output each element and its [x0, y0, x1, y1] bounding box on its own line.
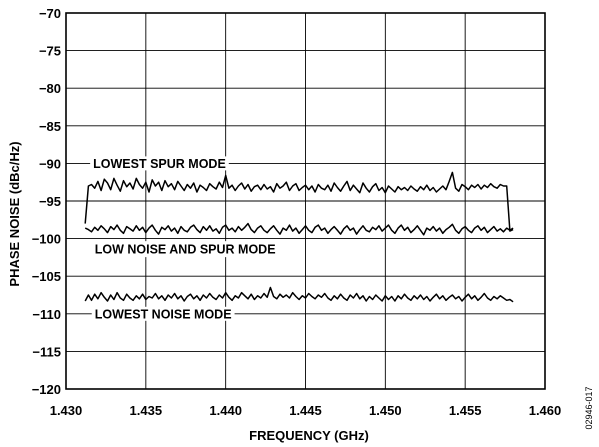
x-tick-label: 1.445: [289, 403, 322, 418]
y-tick-label: −110: [32, 307, 61, 322]
x-tick-label: 1.440: [209, 403, 242, 418]
y-tick-label: −105: [32, 269, 61, 284]
x-axis-title: FREQUENCY (GHz): [249, 428, 369, 443]
series-label-bg: [91, 241, 279, 258]
x-tick-label: 1.435: [130, 403, 163, 418]
plot-frame: [65, 12, 546, 390]
series-label-bg: [90, 156, 229, 171]
y-tick-label: −80: [39, 81, 61, 96]
series-lines: [84, 171, 514, 303]
y-tick-label: −100: [32, 232, 61, 247]
series-line-2: [84, 286, 514, 303]
series-label-2: LOWEST NOISE MODE: [95, 307, 232, 321]
y-tick-label: −85: [39, 119, 61, 134]
series-label-1: LOW NOISE AND SPUR MODE: [95, 243, 276, 257]
series-annotations: LOWEST SPUR MODE LOW NOISE AND SPUR MODE L…: [90, 156, 279, 321]
y-tick-label: −115: [32, 344, 61, 359]
series-label-bg: [91, 306, 235, 321]
x-tick-label: 1.460: [529, 403, 562, 418]
y-tick-label: −120: [32, 382, 61, 397]
y-tick-labels: −70 −75 −80 −85 −90 −95 −100 −105 −110 −115 −120: [32, 6, 61, 397]
x-tick-label: 1.430: [50, 403, 83, 418]
x-tick-label: 1.450: [369, 403, 402, 418]
y-tick-label: −90: [39, 156, 61, 171]
x-tick-label: 1.455: [449, 403, 482, 418]
y-axis-title: PHASE NOISE (dBc/Hz): [7, 141, 22, 286]
figure-id: 02946-017: [584, 386, 594, 429]
y-tick-label: −70: [39, 6, 61, 21]
y-tick-label: −95: [39, 194, 61, 209]
series-label-0: LOWEST SPUR MODE: [93, 157, 226, 171]
x-tick-labels: 1.430 1.435 1.440 1.445 1.450 1.455 1.460: [50, 403, 562, 418]
series-line-1: [84, 222, 514, 236]
y-tick-label: −75: [39, 44, 61, 59]
series-line-0: [84, 171, 514, 232]
